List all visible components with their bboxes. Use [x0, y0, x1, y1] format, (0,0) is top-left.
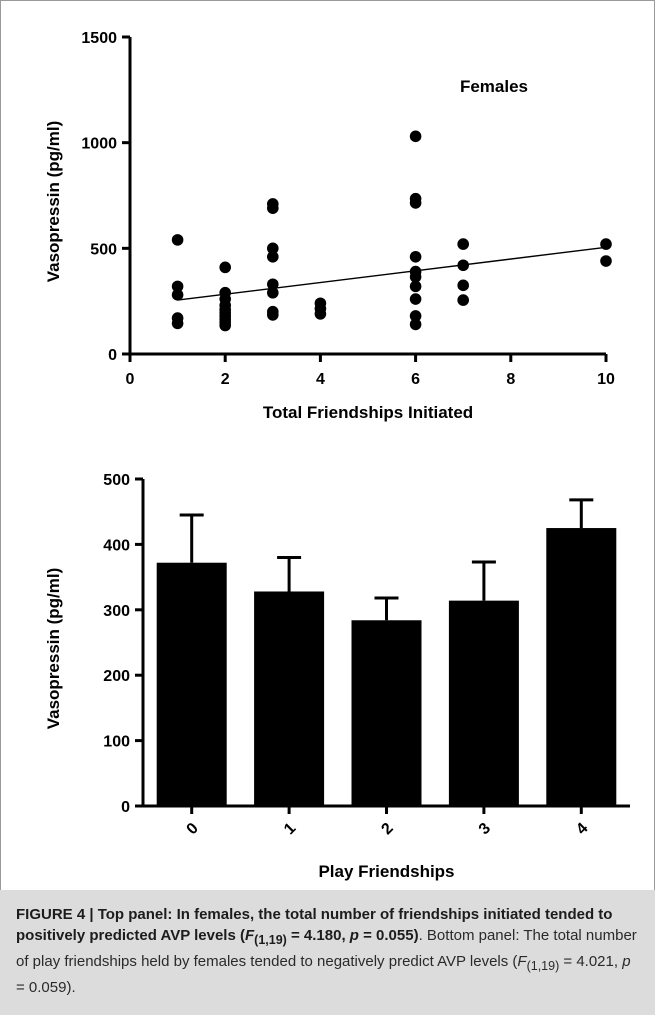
data-point: [409, 197, 422, 209]
y-axis-title: Vasopressin (pg/ml): [44, 121, 63, 283]
bar: [448, 600, 519, 806]
panel-annotation: Females: [460, 77, 528, 96]
caption-stat1-end: = 0.055): [358, 927, 419, 944]
y-tick-label: 100: [103, 734, 130, 751]
data-point: [409, 130, 422, 143]
data-point: [457, 238, 470, 250]
data-point: [600, 238, 612, 250]
x-tick-label: 2: [378, 820, 396, 838]
x-axis-title: Total Friendships Initiated: [263, 403, 473, 422]
data-point: [171, 289, 184, 301]
x-tick-label: 3: [476, 820, 494, 838]
data-point: [267, 202, 279, 214]
y-tick-label: 0: [121, 799, 130, 816]
x-tick-label: 6: [411, 371, 420, 388]
caption-stat1-rest: = 4.180,: [286, 927, 350, 944]
caption-label: FIGURE 4 | Top panel: In females, the to…: [16, 906, 613, 944]
data-point: [457, 259, 470, 272]
y-tick-label: 200: [103, 668, 130, 685]
x-tick-label: 4: [573, 820, 591, 838]
data-point: [457, 279, 470, 292]
caption-stat2-sub: (1,19): [526, 959, 560, 973]
data-point: [267, 309, 279, 321]
caption-stat2-rest: = 4.021,: [559, 953, 623, 970]
caption-stat2-end: = 0.059).: [16, 979, 76, 996]
data-point: [457, 294, 470, 306]
y-tick-label: 300: [103, 603, 130, 620]
data-point: [171, 317, 184, 330]
figure-caption: FIGURE 4 | Top panel: In females, the to…: [16, 904, 639, 998]
x-tick-label: 2: [221, 371, 230, 388]
scatter-panel: 0 500 1000 1500 0 2 4 6 8 10 Vasopressin (pg/ml) To…: [44, 30, 615, 422]
data-point: [409, 318, 422, 331]
data-point: [409, 271, 422, 283]
caption-body: . Bottom panel: The total number of play…: [16, 927, 637, 970]
data-point: [409, 310, 422, 322]
data-point: [314, 308, 327, 320]
data-point: [267, 242, 279, 255]
bar: [156, 562, 227, 806]
caption-stat1-sub: (1,19): [254, 933, 287, 947]
caption-stat1-p: p: [349, 927, 359, 944]
data-point: [171, 234, 184, 246]
bar: [546, 528, 617, 806]
trend-line: [177, 246, 607, 301]
y-tick-label: 1500: [81, 30, 117, 47]
x-tick-label: 0: [126, 371, 135, 388]
x-tick-label: 1: [281, 820, 299, 838]
y-tick-label: 0: [108, 347, 117, 364]
data-point: [267, 286, 279, 299]
caption-stat1-f: F: [244, 927, 255, 944]
x-tick-label: 0: [184, 820, 202, 838]
y-tick-label: 400: [103, 537, 130, 554]
bar-panel: 0 100 200 300 400 500 0 1 2 3 4 Vasopressin (pg/ml)…: [44, 472, 630, 881]
y-axis-title: Vasopressin (pg/ml): [44, 568, 63, 730]
y-tick-label: 500: [90, 241, 117, 258]
x-axis-title: Play Friendships: [318, 862, 454, 881]
data-point: [219, 319, 231, 332]
caption-stat2-f: F: [517, 953, 527, 970]
x-tick-label: 8: [506, 371, 515, 388]
y-tick-label: 500: [103, 472, 130, 489]
data-point: [171, 280, 184, 293]
data-point: [409, 250, 422, 263]
caption-box: FIGURE 4 | Top panel: In females, the to…: [0, 890, 655, 1015]
x-tick-label: 4: [316, 371, 325, 388]
bar: [254, 591, 325, 806]
data-point: [409, 293, 422, 305]
data-point: [267, 278, 279, 291]
caption-stat2-p: p: [622, 953, 631, 970]
bar: [351, 620, 422, 806]
data-point: [219, 261, 231, 274]
y-tick-label: 1000: [81, 136, 117, 153]
data-point: [267, 250, 279, 263]
x-tick-label: 10: [597, 371, 615, 388]
data-point: [409, 280, 422, 293]
data-point: [600, 255, 612, 267]
